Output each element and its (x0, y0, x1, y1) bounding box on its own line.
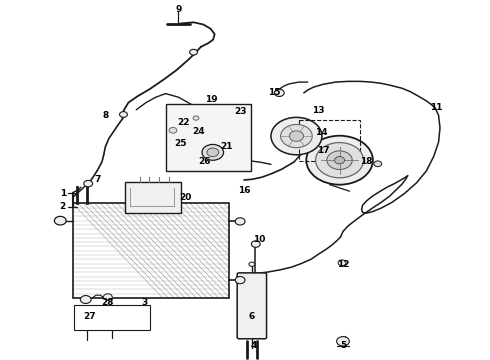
Circle shape (271, 117, 322, 155)
Circle shape (190, 49, 197, 55)
Bar (73, 203, 229, 298)
Bar (74, 305, 150, 330)
Text: 22: 22 (177, 118, 190, 127)
Circle shape (54, 216, 66, 225)
Circle shape (202, 144, 223, 160)
Circle shape (316, 143, 364, 178)
Text: 12: 12 (337, 260, 349, 269)
Circle shape (235, 218, 245, 225)
Circle shape (193, 116, 199, 120)
Text: 18: 18 (360, 157, 373, 166)
Text: 23: 23 (234, 107, 246, 116)
Circle shape (337, 337, 349, 346)
Text: 21: 21 (220, 142, 233, 151)
Bar (125, 182, 181, 213)
Text: 1: 1 (60, 189, 66, 198)
Bar (166, 104, 251, 171)
Text: 28: 28 (101, 298, 114, 307)
Circle shape (281, 125, 312, 148)
Text: 24: 24 (192, 127, 205, 136)
FancyBboxPatch shape (237, 273, 267, 339)
Bar (299, 120, 360, 161)
Circle shape (335, 157, 344, 164)
Circle shape (249, 262, 255, 266)
Text: 26: 26 (198, 157, 211, 166)
Text: 3: 3 (142, 298, 147, 307)
Circle shape (103, 294, 112, 300)
Text: 13: 13 (312, 107, 325, 115)
Text: 9: 9 (175, 4, 182, 13)
Circle shape (169, 127, 177, 133)
Circle shape (207, 148, 219, 157)
Text: 6: 6 (248, 312, 254, 321)
Circle shape (251, 241, 260, 247)
Circle shape (327, 151, 352, 170)
Circle shape (120, 112, 127, 117)
Circle shape (289, 131, 304, 141)
Text: 19: 19 (205, 94, 218, 104)
Circle shape (274, 89, 284, 96)
Text: 20: 20 (179, 193, 192, 202)
Text: 25: 25 (174, 139, 187, 148)
Circle shape (80, 296, 91, 303)
Text: 5: 5 (340, 341, 346, 350)
Circle shape (306, 136, 373, 185)
Text: 2: 2 (60, 202, 66, 211)
Circle shape (374, 161, 382, 167)
Text: 7: 7 (95, 175, 101, 184)
Text: 17: 17 (317, 146, 330, 155)
Circle shape (84, 180, 93, 187)
Circle shape (338, 260, 346, 266)
Text: 16: 16 (238, 186, 250, 194)
Text: 11: 11 (430, 103, 442, 112)
Text: 15: 15 (268, 88, 281, 97)
Text: 14: 14 (315, 128, 327, 137)
Circle shape (235, 276, 245, 284)
Text: 4: 4 (250, 341, 257, 350)
Text: 8: 8 (102, 112, 108, 120)
Text: 27: 27 (83, 311, 96, 320)
Text: 10: 10 (253, 235, 266, 244)
